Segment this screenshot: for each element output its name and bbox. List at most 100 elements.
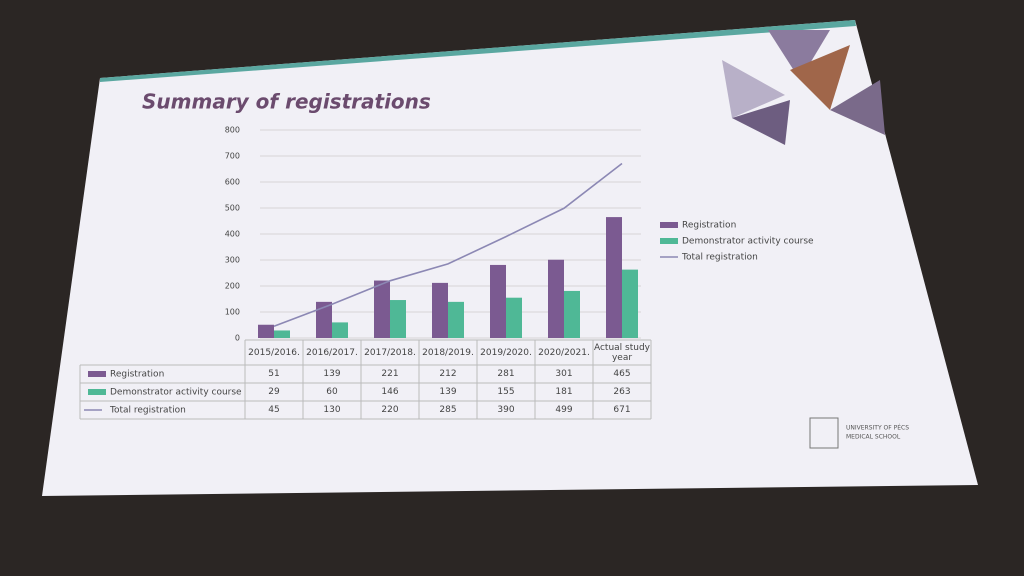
bar — [332, 322, 348, 338]
table-value: 181 — [555, 387, 573, 397]
table-value-box: 60 — [326, 387, 338, 397]
table-value-box: 45 — [268, 405, 280, 415]
table-series-label: Total registration — [109, 406, 186, 416]
table-value-box: 301 — [555, 369, 573, 379]
y-tick-label: 300 — [225, 256, 240, 265]
table-key — [88, 371, 106, 377]
x-tick-label: 2015/2016. — [248, 347, 300, 358]
x-tick-label-box: 2018/2019. — [422, 347, 474, 358]
bar — [606, 217, 622, 338]
deco — [768, 30, 830, 80]
y-tick-label: 0 — [235, 334, 240, 343]
table-value: 220 — [381, 405, 399, 415]
y-tick-label: 200 — [225, 282, 240, 291]
table-value: 29 — [268, 387, 280, 397]
bar — [432, 282, 448, 338]
table-value: 221 — [381, 369, 399, 379]
y-tick-label: 400 — [225, 230, 240, 239]
logo-shield — [809, 417, 839, 449]
table-value: 139 — [439, 387, 457, 397]
table-value: 212 — [439, 369, 457, 379]
table-value-box: 29 — [268, 387, 280, 397]
x-tick-label-box: 2019/2020. — [480, 347, 532, 358]
table-value: 139 — [323, 369, 341, 379]
table-series-label: Registration — [110, 370, 164, 380]
x-tick-label: 2016/2017. — [306, 347, 358, 358]
table-value-box: 139 — [323, 369, 341, 379]
line — [273, 162, 623, 328]
table-value-box: 285 — [439, 405, 456, 415]
deco — [732, 100, 790, 145]
table-value: 130 — [323, 405, 341, 415]
bar — [490, 264, 506, 338]
x-tick-label-box: 2015/2016. — [248, 347, 300, 358]
table-value: 301 — [555, 369, 573, 379]
table-value-box: 139 — [439, 387, 457, 397]
table-value-box: 220 — [381, 405, 399, 415]
bar — [258, 324, 274, 338]
legend-label: Registration — [682, 221, 736, 231]
table-value: 45 — [268, 405, 280, 415]
bar — [448, 301, 464, 338]
table-value-box: 671 — [613, 405, 631, 415]
table-value: 499 — [555, 405, 573, 415]
table-series-label: Demonstrator activity course — [110, 388, 242, 398]
x-tick-label: 2018/2019. — [422, 347, 474, 358]
bar — [548, 259, 564, 338]
deco — [830, 80, 885, 135]
x-tick-label-box: Actual study year — [593, 342, 651, 363]
table-value-box: 390 — [497, 405, 515, 415]
table-value-box: 465 — [613, 369, 631, 379]
table-value-box: 146 — [381, 387, 399, 397]
legend-key — [660, 238, 678, 244]
bar — [390, 300, 406, 338]
legend-label: Total registration — [681, 253, 758, 263]
table-value-box: 281 — [497, 369, 515, 379]
deco — [790, 45, 850, 110]
slide-top-band — [100, 20, 856, 82]
table-value-box: 263 — [613, 387, 631, 397]
bar — [622, 269, 638, 338]
table-value: 60 — [326, 387, 338, 397]
table-value-box: 51 — [268, 369, 280, 379]
table-value: 263 — [613, 387, 631, 397]
y-tick-label: 600 — [225, 178, 240, 187]
bar — [316, 301, 332, 338]
table-value: 51 — [268, 369, 280, 379]
legend-key — [660, 222, 678, 228]
bar — [564, 290, 580, 338]
bar — [506, 297, 522, 338]
y-tick-label: 700 — [225, 152, 240, 161]
x-tick-label-box: 2020/2021. — [538, 347, 590, 358]
table-value-box: 155 — [497, 387, 515, 397]
table-value-box: 221 — [381, 369, 399, 379]
table-value: 281 — [497, 369, 515, 379]
bar — [374, 280, 390, 338]
chart-title: Summary of registrations — [142, 90, 431, 114]
table-value: 465 — [613, 369, 631, 379]
table-value-box: 499 — [555, 405, 573, 415]
table-value: 671 — [613, 405, 631, 415]
table-value: 155 — [497, 387, 515, 397]
x-tick-label-box: 2016/2017. — [306, 347, 358, 358]
table-value: 146 — [381, 387, 399, 397]
x-tick-label: Actual study year — [593, 342, 651, 363]
y-tick-label: 100 — [225, 308, 240, 317]
slide — [42, 20, 978, 496]
table-value-box: 212 — [439, 369, 457, 379]
x-tick-label: 2017/2018. — [364, 347, 416, 358]
table-value-box: 181 — [555, 387, 573, 397]
x-tick-label: 2019/2020. — [480, 347, 532, 358]
x-tick-label: 2020/2021. — [538, 347, 590, 358]
y-tick-label: 800 — [225, 126, 240, 135]
table-value: 390 — [497, 405, 515, 415]
logo-text: MEDICAL SCHOOL — [846, 434, 901, 441]
table-value-box: 130 — [323, 405, 341, 415]
legend-label: Demonstrator activity course — [682, 237, 814, 247]
table-key — [88, 389, 106, 395]
deco — [722, 60, 785, 118]
x-tick-label-box: 2017/2018. — [364, 347, 416, 358]
logo-text: UNIVERSITY OF PÉCS — [846, 424, 909, 432]
y-tick-label: 500 — [225, 204, 240, 213]
